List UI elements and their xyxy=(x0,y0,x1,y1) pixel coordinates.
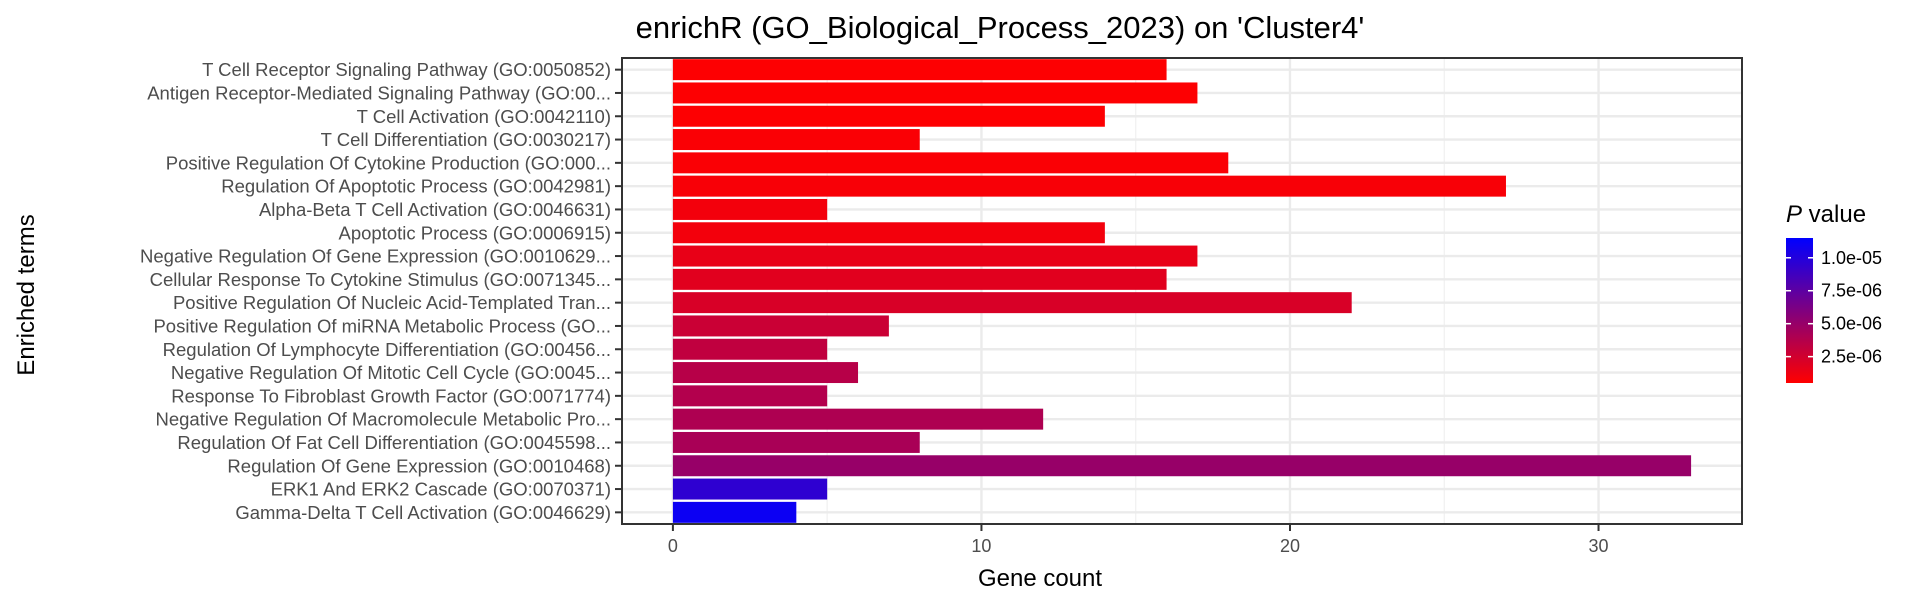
category-label: T Cell Activation (GO:0042110) xyxy=(357,106,611,127)
bar xyxy=(672,129,920,151)
bar xyxy=(672,362,859,384)
category-label: Negative Regulation Of Macromolecule Met… xyxy=(155,409,611,430)
legend-tick-label: 5.0e-06 xyxy=(1821,314,1882,334)
bar xyxy=(672,105,1105,127)
bar xyxy=(672,152,1229,174)
bar xyxy=(672,501,797,523)
bar xyxy=(672,82,1198,104)
category-label: Regulation Of Apoptotic Process (GO:0042… xyxy=(221,176,611,197)
category-label: Apoptotic Process (GO:0006915) xyxy=(338,222,611,243)
legend-tick-label: 7.5e-06 xyxy=(1821,281,1882,301)
plot-panel-border xyxy=(621,57,1743,525)
x-axis-title: Gene count xyxy=(978,565,1102,592)
x-tick-label: 0 xyxy=(668,536,678,556)
category-label: Positive Regulation Of Nucleic Acid-Temp… xyxy=(173,292,611,313)
bar xyxy=(672,431,920,453)
bar xyxy=(672,455,1692,477)
category-label: Cellular Response To Cytokine Stimulus (… xyxy=(150,269,611,290)
category-label: Antigen Receptor-Mediated Signaling Path… xyxy=(147,82,611,103)
legend-title-rest: value xyxy=(1802,201,1866,228)
x-axis-ticks: 0 10 20 30 xyxy=(668,524,1609,556)
bar xyxy=(672,59,1167,81)
category-labels: T Cell Receptor Signaling Pathway (GO:00… xyxy=(140,59,622,523)
legend-title-p: P xyxy=(1786,201,1802,228)
bar xyxy=(672,408,1044,430)
legend-tick-label: 1.0e-05 xyxy=(1821,248,1882,268)
x-tick-label: 10 xyxy=(971,536,991,556)
legend-title: P value xyxy=(1786,201,1866,228)
legend-ticks: 1.0e-05 7.5e-06 5.0e-06 2.5e-06 xyxy=(1786,248,1882,367)
category-label: Negative Regulation Of Mitotic Cell Cycl… xyxy=(171,362,611,383)
category-label: Positive Regulation Of miRNA Metabolic P… xyxy=(153,315,611,336)
plot-panel-background xyxy=(622,58,1742,524)
bar xyxy=(672,175,1506,197)
bar xyxy=(672,245,1198,267)
category-label: Gamma-Delta T Cell Activation (GO:004662… xyxy=(235,502,611,523)
category-label: Regulation Of Gene Expression (GO:001046… xyxy=(227,455,611,476)
bar xyxy=(672,478,828,500)
category-label: Response To Fibroblast Growth Factor (GO… xyxy=(171,385,611,406)
category-label: Alpha-Beta T Cell Activation (GO:0046631… xyxy=(259,199,611,220)
y-axis-title: Enriched terms xyxy=(13,214,40,375)
category-label: Regulation Of Fat Cell Differentiation (… xyxy=(177,432,611,453)
bar xyxy=(672,338,828,360)
bar xyxy=(672,315,889,337)
bar xyxy=(672,385,828,407)
legend: P value 1.0e-05 7.5e-06 5.0e-06 2.5e-06 xyxy=(1786,201,1882,383)
category-label: Regulation Of Lymphocyte Differentiation… xyxy=(163,339,611,360)
bar xyxy=(672,268,1167,290)
category-label: Negative Regulation Of Gene Expression (… xyxy=(140,246,611,267)
legend-tick-label: 2.5e-06 xyxy=(1821,347,1882,367)
bars-layer xyxy=(672,59,1692,523)
chart-title: enrichR (GO_Biological_Process_2023) on … xyxy=(636,10,1365,45)
category-label: T Cell Receptor Signaling Pathway (GO:00… xyxy=(202,59,611,80)
category-label: T Cell Differentiation (GO:0030217) xyxy=(321,129,611,150)
bar xyxy=(672,222,1105,244)
category-label: Positive Regulation Of Cytokine Producti… xyxy=(166,152,611,173)
x-tick-label: 20 xyxy=(1280,536,1300,556)
category-label: ERK1 And ERK2 Cascade (GO:0070371) xyxy=(271,479,611,500)
bar xyxy=(672,292,1352,314)
bar xyxy=(672,198,828,220)
legend-colorbar xyxy=(1786,238,1813,383)
grid-layer xyxy=(622,58,1742,524)
x-tick-label: 30 xyxy=(1589,536,1609,556)
